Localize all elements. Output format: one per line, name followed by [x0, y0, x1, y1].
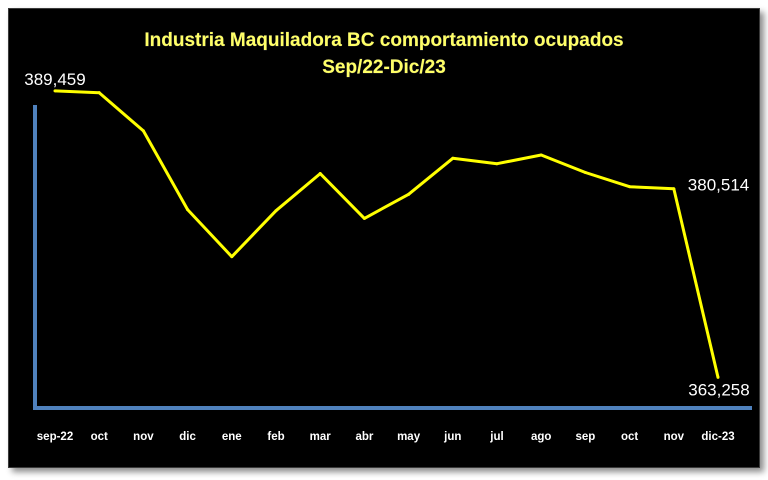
- x-tick-label: oct: [621, 431, 638, 443]
- data-point: [362, 216, 366, 220]
- x-tick-label: nov: [133, 431, 154, 443]
- data-point: [716, 375, 720, 379]
- data-point: [672, 187, 676, 191]
- data-point: [186, 208, 190, 212]
- x-tick-label: dic-23: [701, 431, 734, 443]
- axes: [33, 105, 752, 410]
- x-tick-label: ene: [222, 431, 242, 443]
- data-point: [539, 153, 543, 157]
- data-point: [141, 129, 145, 133]
- data-point: [628, 185, 632, 189]
- data-label: 389,459: [24, 70, 85, 89]
- series-line: [54, 89, 720, 378]
- x-tick-label: abr: [355, 431, 373, 443]
- data-point: [97, 91, 101, 95]
- data-point: [318, 172, 322, 176]
- x-tick-label: jun: [443, 431, 461, 443]
- x-tick-label: oct: [91, 431, 108, 443]
- x-tick-label: may: [397, 431, 421, 443]
- x-tick-labels: sep-22 oct nov dic ene feb mar abr may jun jul ago s…: [37, 431, 735, 443]
- x-tick-label: nov: [664, 431, 685, 443]
- data-point: [53, 89, 57, 93]
- data-point: [495, 162, 499, 166]
- data-point: [407, 192, 411, 196]
- data-point: [583, 170, 587, 174]
- x-tick-label: feb: [267, 431, 284, 443]
- data-point: [274, 209, 278, 213]
- x-tick-label: dic: [179, 431, 196, 443]
- data-point: [451, 156, 455, 160]
- chart-subtitle: Sep/22-Dic/23: [322, 57, 446, 78]
- x-tick-label: mar: [310, 431, 332, 443]
- chart-frame: [8, 8, 760, 468]
- x-tick-label: ago: [531, 431, 551, 443]
- data-label: 363,258: [688, 380, 749, 399]
- chart-title: Industria Maquiladora BC comportamiento …: [144, 30, 623, 51]
- x-tick-label: sep-22: [37, 431, 73, 443]
- data-labels: 389,459 380,514 363,258: [24, 70, 749, 399]
- x-tick-label: jul: [489, 431, 503, 443]
- series-layer: [53, 89, 720, 379]
- x-tick-label: sep: [575, 431, 595, 443]
- data-point: [230, 255, 234, 259]
- data-label: 380,514: [688, 176, 749, 195]
